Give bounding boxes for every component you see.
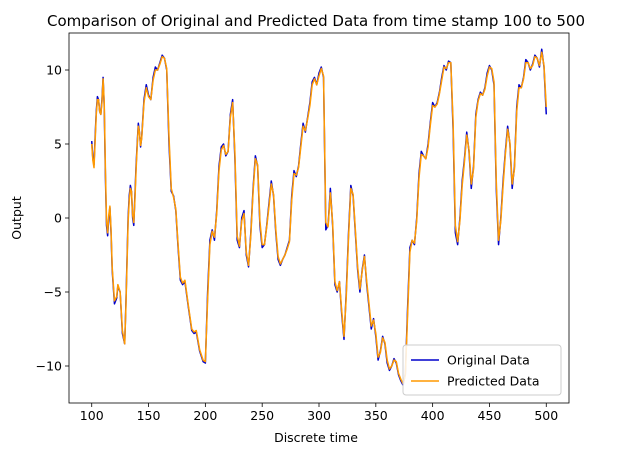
y-tick-label: 10 (46, 63, 62, 78)
y-tick-label: −10 (36, 359, 62, 374)
series-layer (90, 48, 548, 386)
x-tick-label: 250 (250, 408, 274, 423)
x-tick-label: 400 (421, 408, 445, 423)
x-axis-label: Discrete time (274, 430, 358, 445)
legend-label: Predicted Data (447, 374, 540, 389)
x-tick-label: 500 (534, 408, 558, 423)
x-tick-label: 450 (478, 408, 502, 423)
y-tick-label: 5 (54, 137, 62, 152)
x-tick-label: 300 (307, 408, 331, 423)
legend-box (402, 344, 562, 396)
legend: Original Data Predicted Data (402, 344, 562, 396)
y-tick-label: 0 (54, 211, 62, 226)
y-axis-ticks: −10 −5 0 5 10 (36, 63, 69, 374)
y-tick-label: −5 (44, 285, 62, 300)
y-axis-label: Output (9, 196, 24, 240)
x-tick-label: 100 (80, 408, 104, 423)
x-tick-label: 350 (364, 408, 388, 423)
legend-label: Original Data (447, 353, 530, 368)
series-line-predicted (90, 51, 548, 385)
x-tick-label: 200 (193, 408, 217, 423)
chart-title: Comparison of Original and Predicted Dat… (47, 12, 585, 30)
x-axis-ticks: 100 150 200 250 300 350 400 450 500 (80, 403, 558, 423)
x-tick-label: 150 (137, 408, 161, 423)
